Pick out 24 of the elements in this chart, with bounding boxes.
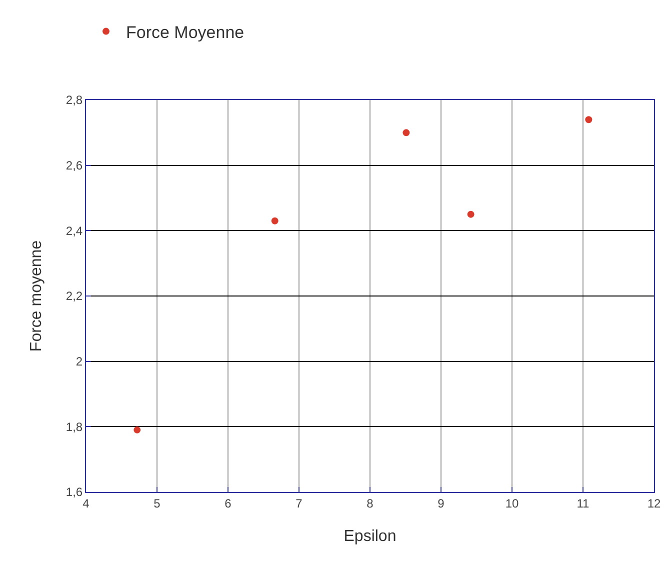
y-tick-label: 2,4 xyxy=(66,224,83,238)
legend-label: Force Moyenne xyxy=(126,22,244,42)
point xyxy=(467,210,474,218)
x-tick-label: 12 xyxy=(647,496,661,510)
x-tick-label: 4 xyxy=(82,496,90,510)
y-tick-label: 2 xyxy=(76,354,83,369)
x-tick-label: 7 xyxy=(296,496,303,510)
y-axis-title: Force moyenne xyxy=(28,240,45,352)
x-tick-label: 8 xyxy=(366,496,374,510)
y-tick-label: 1,6 xyxy=(66,485,83,500)
x-tick-label: 5 xyxy=(154,496,161,510)
point xyxy=(402,129,410,136)
x-axis-title: Epsilon xyxy=(344,528,396,546)
point xyxy=(585,116,592,124)
x-tick-label: 9 xyxy=(438,496,445,510)
point xyxy=(271,217,278,224)
point xyxy=(134,426,141,434)
y-tick-label: 2,6 xyxy=(66,158,83,173)
y-tick-label: 2,8 xyxy=(66,93,83,108)
x-tick-label: 11 xyxy=(576,496,590,510)
y-tick-label: 2,2 xyxy=(66,289,83,304)
y-tick-label: 1,8 xyxy=(66,420,83,434)
x-tick-label: 6 xyxy=(224,496,232,510)
x-tick-label: 10 xyxy=(505,496,519,510)
